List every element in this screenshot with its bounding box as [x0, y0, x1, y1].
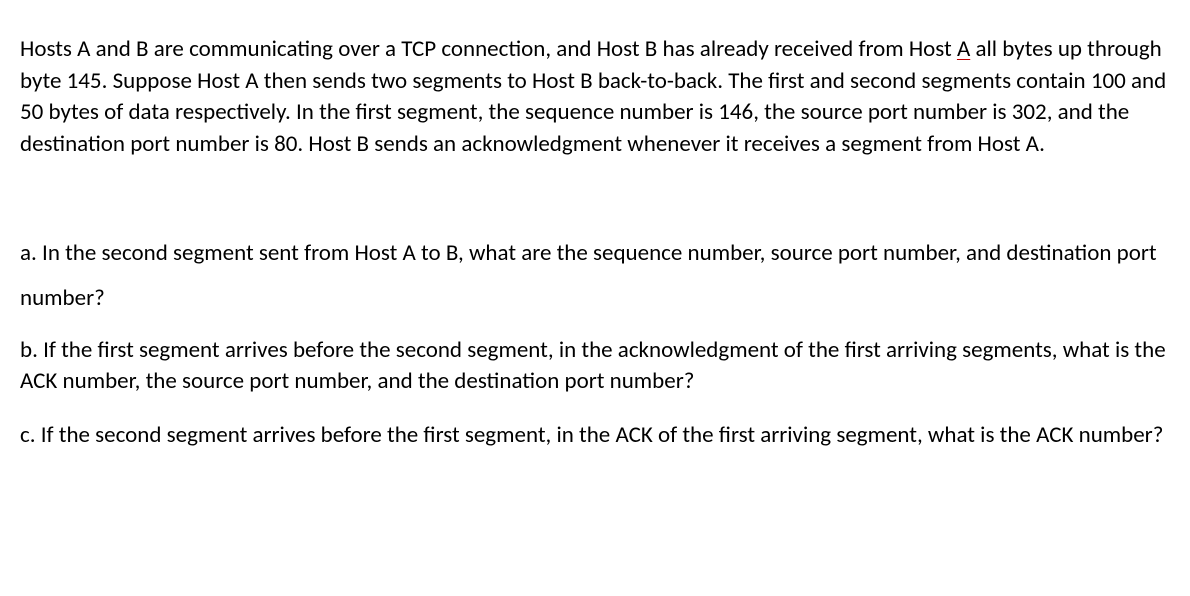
question-b: b. If the first segment arrives before t…: [20, 335, 1170, 398]
question-a: a. In the second segment sent from Host …: [20, 231, 1170, 321]
problem-preamble: Hosts A and B are communicating over a T…: [20, 34, 1170, 161]
preamble-text-1: Hosts A and B are communicating over a T…: [20, 35, 957, 63]
preamble-host-a-underlined: A: [957, 35, 970, 63]
question-c: c. If the second segment arrives before …: [20, 420, 1170, 452]
document-page: Hosts A and B are communicating over a T…: [0, 0, 1190, 472]
